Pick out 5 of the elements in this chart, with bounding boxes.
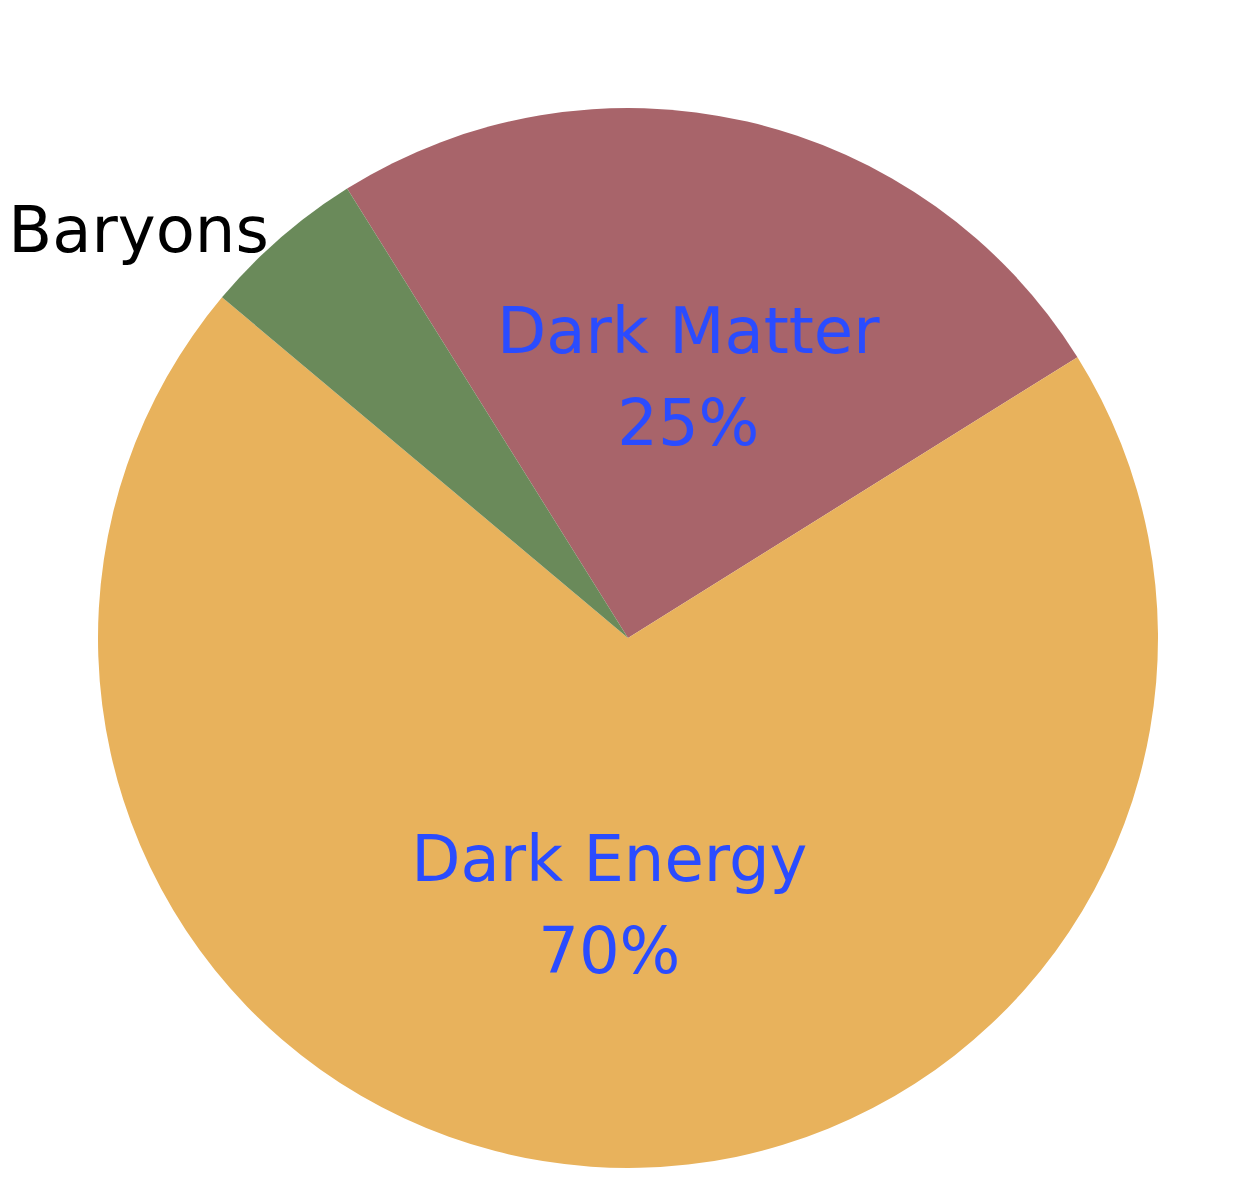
data-label: 25% [617, 385, 760, 460]
slice-label: Dark Matter [497, 293, 881, 368]
slice-label: Dark Energy [411, 822, 808, 897]
data-label: 70% [538, 914, 681, 989]
slice-label: Baryons [8, 193, 269, 268]
